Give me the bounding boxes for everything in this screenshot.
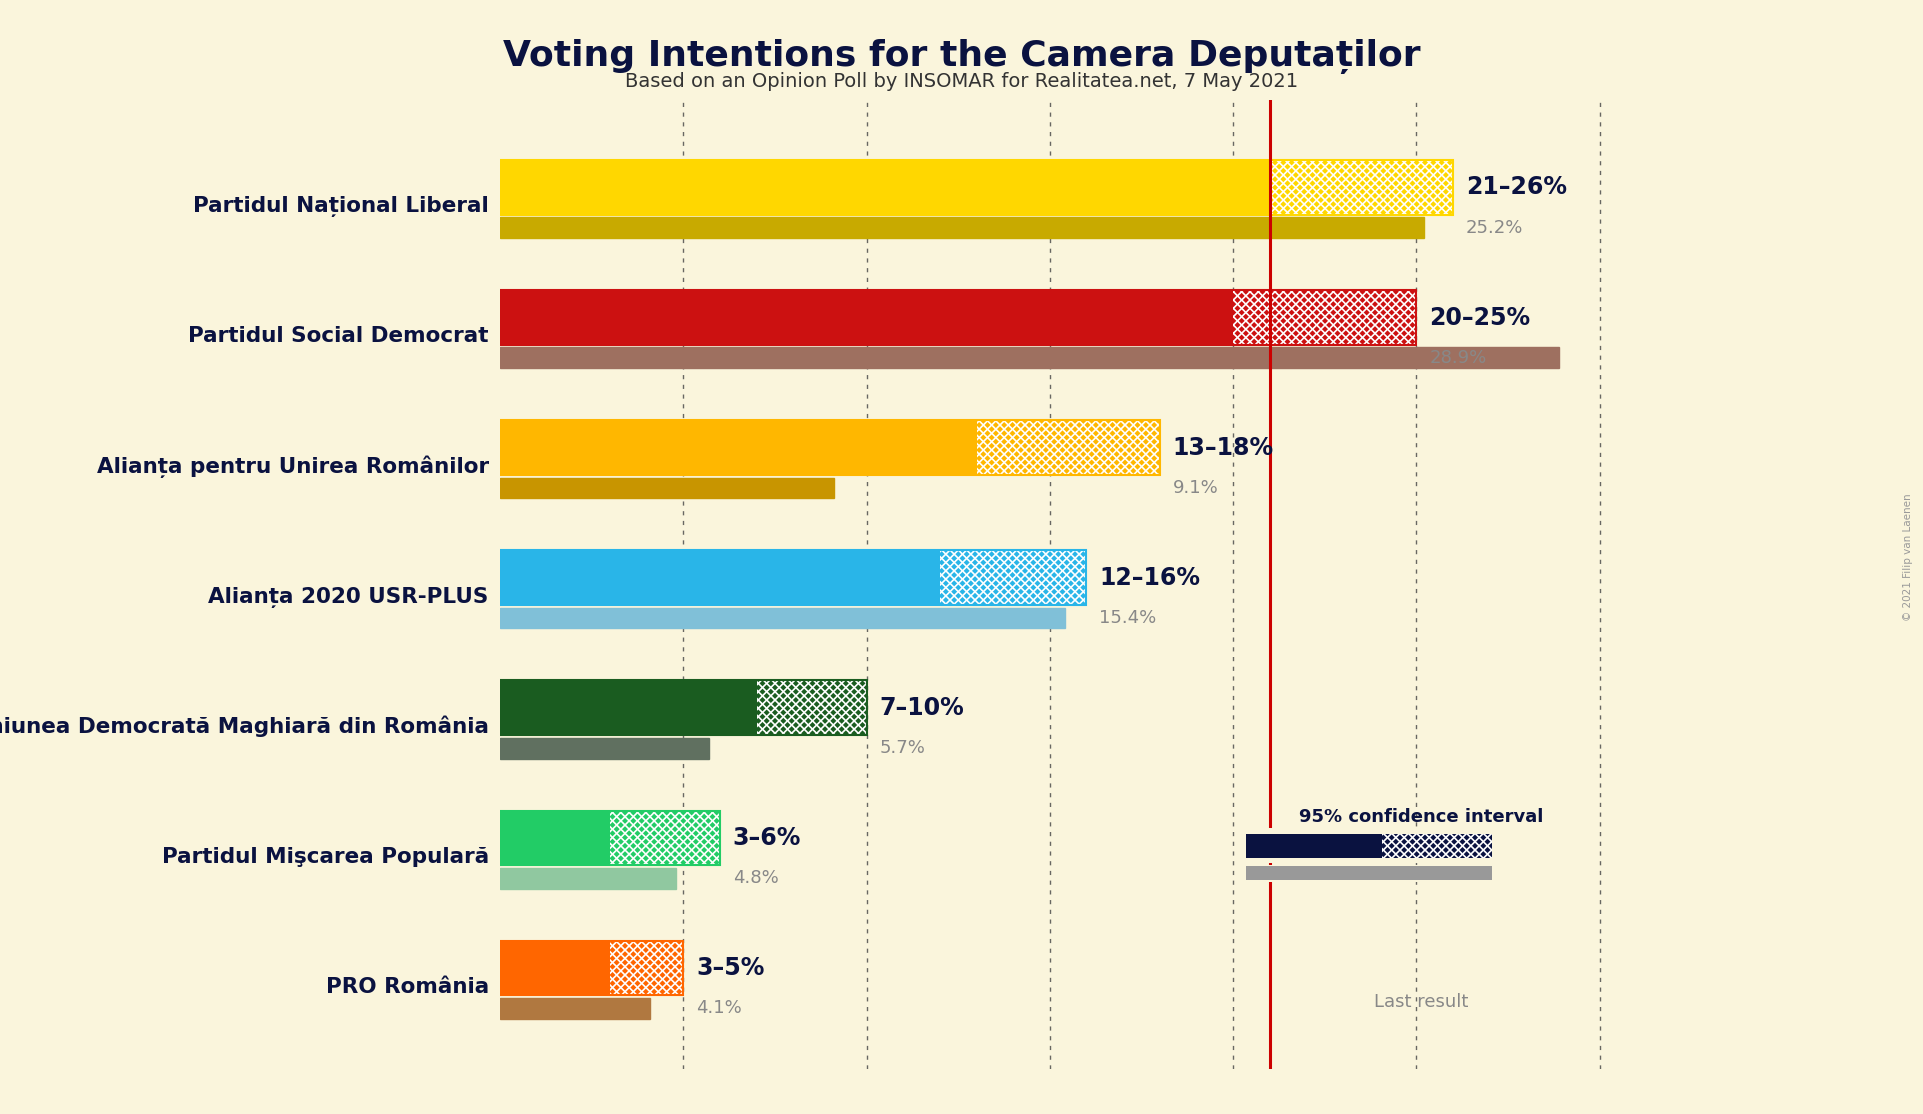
Bar: [610, 940, 683, 995]
Bar: [500, 420, 977, 475]
Bar: [500, 160, 1269, 215]
Bar: [1381, 833, 1492, 858]
Bar: [756, 681, 867, 735]
Text: 5.7%: 5.7%: [879, 739, 925, 758]
Text: 4.1%: 4.1%: [696, 999, 742, 1017]
Text: Last result: Last result: [1373, 993, 1467, 1010]
Bar: [1246, 833, 1381, 858]
Bar: [500, 217, 1423, 238]
Bar: [500, 290, 1417, 345]
Bar: [1233, 290, 1417, 345]
Text: 12–16%: 12–16%: [1100, 566, 1200, 589]
Bar: [500, 550, 940, 605]
Bar: [1233, 290, 1417, 345]
Bar: [500, 348, 1560, 369]
Bar: [610, 811, 719, 866]
Text: Based on an Opinion Poll by INSOMAR for Realitatea.net, 7 May 2021: Based on an Opinion Poll by INSOMAR for …: [625, 72, 1298, 91]
Bar: [756, 681, 867, 735]
Text: 15.4%: 15.4%: [1100, 609, 1156, 627]
Bar: [500, 607, 1065, 628]
Bar: [977, 420, 1160, 475]
Bar: [1381, 833, 1492, 858]
Bar: [500, 998, 650, 1018]
Bar: [500, 811, 610, 866]
Text: Voting Intentions for the Camera Deputaților: Voting Intentions for the Camera Deputaț…: [502, 39, 1421, 74]
Bar: [500, 607, 1065, 628]
Bar: [940, 550, 1086, 605]
Bar: [610, 940, 683, 995]
Text: 25.2%: 25.2%: [1465, 218, 1523, 237]
Bar: [940, 550, 1086, 605]
Text: © 2021 Filip van Laenen: © 2021 Filip van Laenen: [1904, 494, 1913, 620]
Text: 13–18%: 13–18%: [1173, 436, 1273, 460]
Bar: [500, 217, 1423, 238]
Text: 20–25%: 20–25%: [1429, 305, 1531, 330]
Bar: [500, 420, 1160, 475]
Bar: [1269, 160, 1454, 215]
Text: 3–5%: 3–5%: [696, 956, 765, 980]
Bar: [500, 737, 710, 759]
Text: 28.9%: 28.9%: [1429, 349, 1486, 367]
Bar: [500, 737, 710, 759]
Bar: [1269, 160, 1454, 215]
Bar: [500, 940, 610, 995]
Text: 4.8%: 4.8%: [733, 869, 779, 887]
Text: 3–6%: 3–6%: [733, 825, 802, 850]
Bar: [500, 868, 677, 889]
Text: 9.1%: 9.1%: [1173, 479, 1219, 497]
Bar: [500, 868, 677, 889]
Bar: [500, 681, 756, 735]
Bar: [500, 811, 719, 866]
Bar: [500, 348, 1560, 369]
Text: 7–10%: 7–10%: [879, 696, 963, 720]
Bar: [500, 998, 650, 1018]
Bar: [977, 420, 1160, 475]
Bar: [500, 478, 833, 498]
Bar: [500, 681, 867, 735]
Bar: [500, 940, 683, 995]
Bar: [500, 290, 1233, 345]
Bar: [500, 550, 1086, 605]
Text: 21–26%: 21–26%: [1465, 175, 1567, 199]
Bar: [500, 160, 1454, 215]
Bar: [1246, 867, 1492, 880]
Bar: [610, 811, 719, 866]
Text: 95% confidence interval
with median: 95% confidence interval with median: [1298, 808, 1542, 847]
Bar: [500, 478, 833, 498]
